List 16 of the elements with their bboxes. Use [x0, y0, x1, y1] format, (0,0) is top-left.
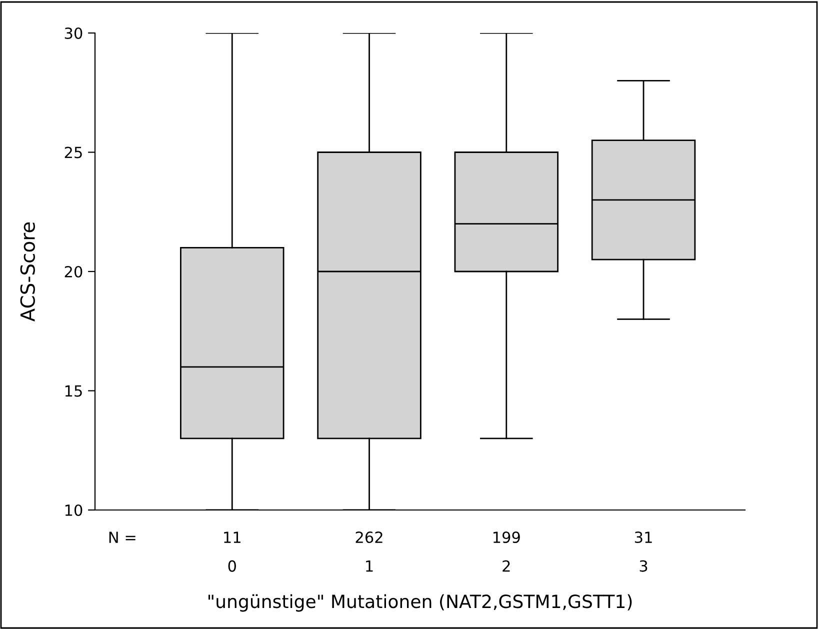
y-tick-label: 15 — [65, 385, 82, 397]
text: 31 — [634, 531, 652, 544]
x-tick-label: 1 — [366, 560, 373, 572]
text: 199 — [493, 531, 520, 544]
text: 11 — [224, 532, 240, 543]
y-tick-label: 30 — [64, 27, 82, 40]
x-tick-label: 3 — [640, 560, 648, 572]
y-tick-label: 25 — [64, 146, 82, 158]
text: N = — [109, 532, 136, 543]
y-tick-label: 20 — [64, 266, 82, 278]
text: 262 — [356, 531, 382, 544]
y-tick-label: 10 — [65, 504, 82, 516]
x-tick-label: 0 — [228, 560, 236, 572]
x-tick-label: 2 — [502, 560, 510, 572]
x-axis-title: "ungünstige" Mutationen (NAT2,GSTM1,GSTT1) — [208, 594, 632, 612]
y-axis-title: ACS-Score — [20, 222, 35, 322]
